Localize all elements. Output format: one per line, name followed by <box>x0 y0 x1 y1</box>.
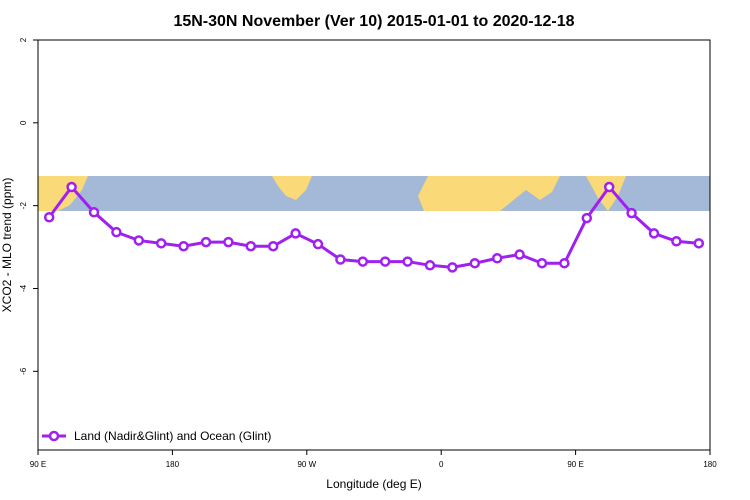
y-tick-label: -6 <box>19 367 28 375</box>
x-tick-label: 90 W <box>297 460 316 469</box>
data-point <box>581 212 593 224</box>
data-point <box>66 181 77 193</box>
data-point <box>379 256 391 267</box>
data-point <box>402 256 413 267</box>
data-point <box>290 228 301 239</box>
data-point <box>88 207 100 218</box>
data-point <box>469 257 481 269</box>
data-point <box>447 262 458 273</box>
y-tick-label: 0 <box>19 120 28 125</box>
x-axis-label: Longitude (deg E) <box>326 477 421 491</box>
data-point <box>133 235 145 246</box>
chart-title: 15N-30N November (Ver 10) 2015-01-01 to … <box>173 13 574 30</box>
data-point <box>357 256 369 267</box>
data-point <box>491 253 503 264</box>
plot-frame <box>37 39 711 451</box>
data-point <box>603 181 615 193</box>
data-point <box>536 257 548 269</box>
x-tick-label: 90 E <box>30 460 46 469</box>
data-point <box>559 257 570 269</box>
data-point <box>111 226 122 238</box>
x-tick-label: 90 E <box>567 460 583 469</box>
x-tick-label: 180 <box>703 460 717 469</box>
data-point <box>424 260 436 271</box>
legend-marker <box>48 430 60 442</box>
x-tick-label: 180 <box>166 460 180 469</box>
data-point <box>223 236 234 248</box>
data-point <box>514 249 525 260</box>
data-point <box>335 254 346 265</box>
data-point <box>155 238 167 249</box>
y-axis-label: XCO2 - MLO trend (ppm) <box>0 178 14 313</box>
data-point <box>312 238 324 250</box>
data-point <box>648 228 660 239</box>
legend-label: Land (Nadir&Glint) and Ocean (Glint) <box>74 429 271 443</box>
data-point <box>626 207 637 219</box>
x-tick-label: 0 <box>439 460 444 469</box>
data-point <box>671 236 682 247</box>
map-strip <box>38 176 710 211</box>
data-point <box>267 240 279 252</box>
data-point <box>245 240 257 252</box>
data-point <box>693 238 705 249</box>
data-point <box>200 236 212 248</box>
y-tick-label: -4 <box>19 284 28 292</box>
y-tick-label: -2 <box>19 202 28 210</box>
y-tick-label: 2 <box>19 37 28 42</box>
data-point <box>178 240 189 252</box>
data-point <box>43 212 55 223</box>
